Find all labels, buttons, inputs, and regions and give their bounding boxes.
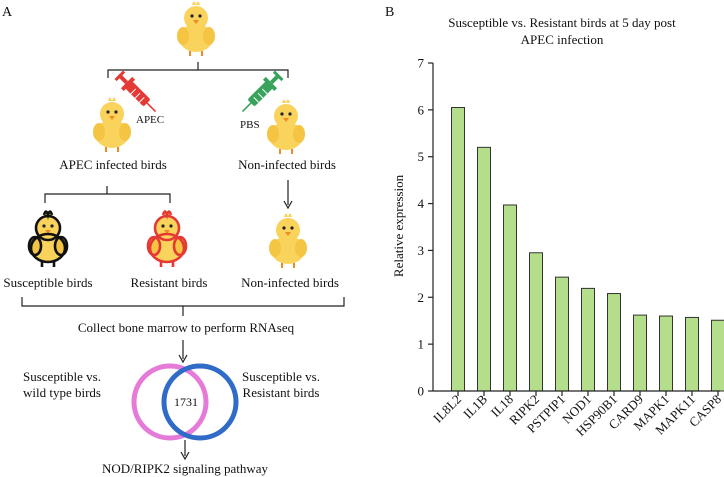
y-tick-label: 1 bbox=[418, 337, 425, 352]
x-tick-label: IL1B bbox=[460, 391, 490, 421]
bar-nod1 bbox=[581, 287, 595, 392]
bottom-bracket bbox=[21, 297, 345, 316]
pathway-label: NOD/RIPK2 signaling pathway bbox=[102, 461, 269, 476]
venn-right-circle bbox=[161, 363, 239, 441]
noninfected-label-2: Non-infected birds bbox=[241, 275, 339, 290]
y-axis: 0 1 2 3 4 5 6 7 bbox=[418, 56, 434, 399]
x-tick-label: IL8L2 bbox=[430, 392, 464, 426]
top-chick-icon bbox=[176, 0, 216, 57]
arrow-down-icon bbox=[178, 354, 188, 364]
panel-b-label: B bbox=[385, 5, 394, 20]
noninfected-chick-2-icon bbox=[268, 212, 308, 269]
resistant-chick-icon bbox=[146, 210, 188, 269]
split-bracket bbox=[44, 186, 171, 203]
venn-right-line2: Resistant birds bbox=[243, 385, 320, 400]
bars bbox=[451, 107, 724, 392]
y-axis-title: Relative expression bbox=[391, 174, 406, 277]
y-tick-label: 6 bbox=[418, 102, 425, 117]
bar-il1b bbox=[477, 146, 491, 392]
y-tick-label: 4 bbox=[418, 196, 425, 211]
infected-label: APEC infected birds bbox=[59, 157, 167, 172]
venn-left-line2: wild type birds bbox=[23, 385, 101, 400]
bar-mapk11 bbox=[685, 316, 699, 392]
bar-casp8 bbox=[711, 319, 724, 392]
arrow-down-icon bbox=[283, 200, 293, 210]
infected-chick-icon bbox=[92, 96, 132, 153]
chart-title-line2: APEC infection bbox=[521, 32, 604, 47]
venn-left-line1: Susceptible vs. bbox=[23, 369, 101, 384]
noninfected-label: Non-infected birds bbox=[238, 157, 336, 172]
venn-right-line1: Susceptible vs. bbox=[242, 369, 320, 384]
chart-title-line1: Susceptible vs. Resistant birds at 5 day… bbox=[448, 15, 676, 30]
susceptible-label: Susceptible birds bbox=[3, 275, 92, 290]
y-tick-label: 7 bbox=[418, 56, 425, 71]
venn-overlap-count: 1731 bbox=[174, 395, 198, 409]
y-tick-label: 5 bbox=[418, 149, 425, 164]
top-bracket bbox=[107, 62, 289, 78]
panel-a-label: A bbox=[2, 5, 13, 20]
apec-tag: APEC bbox=[136, 114, 164, 126]
pbs-tag: PBS bbox=[240, 119, 260, 131]
susceptible-chick-icon bbox=[27, 210, 69, 269]
venn-left-circle bbox=[131, 363, 209, 441]
collect-label: Collect bone marrow to perform RNAseq bbox=[78, 320, 295, 335]
bar-ripk2 bbox=[529, 252, 543, 392]
panel-b: B Susceptible vs. Resistant birds at 5 d… bbox=[385, 5, 724, 439]
bar-hsp90b1 bbox=[607, 293, 621, 392]
syringe-green-icon bbox=[241, 70, 284, 113]
bar-pstpip1 bbox=[555, 276, 569, 392]
y-tick-label: 3 bbox=[418, 243, 425, 258]
syringe-red-icon bbox=[114, 70, 157, 113]
y-tick-label: 2 bbox=[418, 290, 425, 305]
x-axis: IL8L2IL1BIL18RIPK2PSTPIP1NOD1HSP90B1CARD… bbox=[430, 390, 724, 439]
bar-mapk1 bbox=[659, 315, 673, 392]
y-tick-label: 0 bbox=[418, 384, 425, 399]
bar-il18 bbox=[503, 204, 517, 392]
panel-a: A APEC PBS bbox=[2, 0, 345, 476]
arrow-down-icon bbox=[180, 451, 190, 461]
bar-card9 bbox=[633, 314, 647, 392]
bar-il8l2 bbox=[451, 107, 465, 392]
noninfected-chick-icon bbox=[266, 98, 306, 155]
resistant-label: Resistant birds bbox=[131, 275, 208, 290]
